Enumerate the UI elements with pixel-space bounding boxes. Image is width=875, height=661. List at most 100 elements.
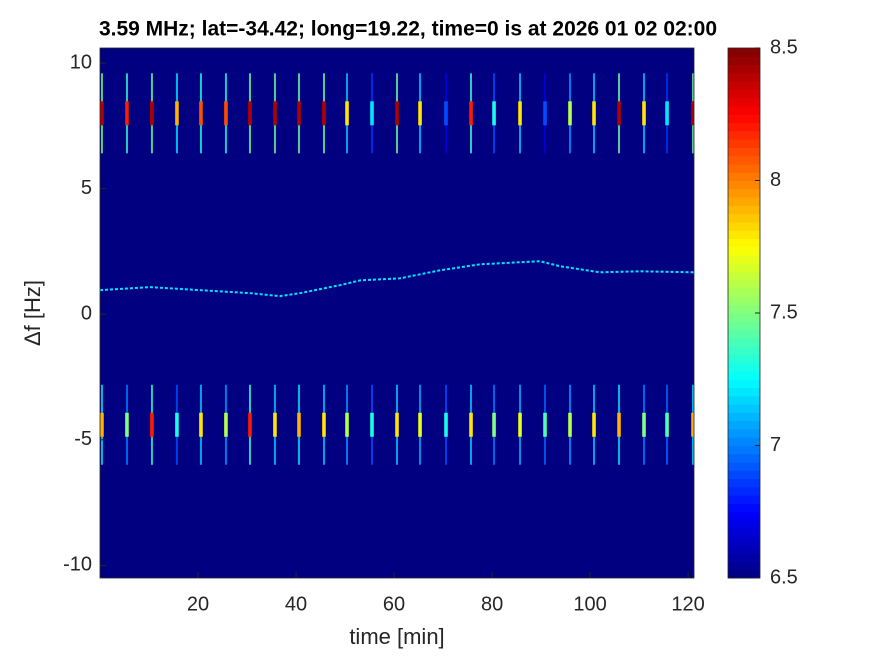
colorbar-cell: [728, 495, 760, 504]
colorbar-cell: [728, 304, 760, 314]
colorbar-cell: [728, 569, 760, 579]
colorbar-cell: [728, 147, 760, 157]
colorbar-cell: [728, 97, 760, 107]
colorbar-cell: [728, 288, 760, 297]
x-tick-label: 80: [481, 593, 503, 615]
colorbar-cell: [728, 478, 760, 488]
pulse: [100, 101, 104, 126]
colorbar-cell: [728, 213, 760, 223]
colorbar-cell: [728, 139, 760, 148]
colorbar-cell: [728, 561, 760, 571]
colorbar-cell: [728, 263, 760, 273]
pulse: [418, 101, 422, 126]
colorbar-tick-label: 7: [770, 434, 781, 456]
pulse: [444, 412, 448, 437]
colorbar-tick-label: 6.5: [770, 566, 798, 588]
pulse: [150, 412, 154, 437]
pulse: [150, 101, 154, 126]
colorbar-cell: [728, 271, 760, 281]
colorbar-cell: [728, 395, 760, 405]
colorbar-cell: [728, 428, 760, 438]
pulse: [199, 412, 203, 437]
plot-frame: [99, 47, 695, 579]
colorbar-cell: [728, 470, 760, 480]
colorbar-cell: [728, 48, 760, 57]
plot-marks: [100, 73, 694, 465]
pulse: [175, 412, 179, 437]
colorbar-cell: [728, 445, 760, 455]
pulse: [492, 101, 496, 126]
colorbar-cell: [728, 486, 760, 496]
colorbar-cell: [728, 155, 760, 165]
colorbar-tick-label: 8: [770, 169, 781, 191]
pulse: [665, 412, 669, 437]
pulse: [224, 101, 228, 126]
x-tick-label: 60: [383, 593, 405, 615]
colorbar-cell: [728, 180, 760, 190]
colorbar-cell: [728, 188, 760, 198]
colorbar-cell: [728, 172, 760, 181]
colorbar-cell: [728, 130, 760, 140]
pulse: [175, 101, 179, 126]
pulse: [395, 412, 399, 437]
colorbar-cell: [728, 354, 760, 364]
chart-title: 3.59 MHz; lat=-34.42; long=19.22, time=0…: [99, 18, 717, 41]
colorbar-cell: [728, 370, 760, 380]
colorbar-cell: [728, 56, 760, 66]
pulse: [592, 412, 596, 437]
colorbar-cell: [728, 553, 760, 562]
colorbar-cell: [728, 536, 760, 546]
pulse: [322, 101, 326, 126]
colorbar-cell: [728, 321, 760, 331]
colorbar-cell: [728, 255, 760, 264]
colorbar-cell: [728, 379, 760, 389]
pulse: [592, 101, 596, 126]
pulse: [617, 101, 621, 126]
pulse: [395, 101, 399, 126]
y-axis-label: Δf [Hz]: [20, 280, 45, 346]
pulse: [518, 101, 522, 126]
colorbar-tick-label: 7.5: [770, 301, 798, 323]
colorbar-cell: [728, 81, 760, 90]
pulse: [617, 412, 621, 437]
x-tick-label: 40: [285, 593, 307, 615]
x-axis-label: time [min]: [349, 624, 444, 649]
colorbar-cell: [728, 122, 760, 132]
colorbar-cell: [728, 163, 760, 173]
x-tick-label: 20: [187, 593, 209, 615]
y-tick-label: 0: [81, 303, 92, 325]
colorbar-cell: [728, 520, 760, 529]
pulse: [100, 412, 104, 437]
pulse: [518, 412, 522, 437]
pulse: [418, 412, 422, 437]
pulse: [492, 412, 496, 437]
colorbar-cell: [728, 105, 760, 115]
pulse: [568, 412, 572, 437]
pulse: [125, 412, 129, 437]
colorbar-cell: [728, 462, 760, 471]
x-tick-label: 100: [573, 593, 606, 615]
colorbar-cell: [728, 89, 760, 99]
pulse: [199, 101, 203, 126]
pulse: [370, 101, 374, 126]
pulse: [665, 101, 669, 126]
pulse: [469, 412, 473, 437]
pulse: [345, 101, 349, 126]
colorbar-cell: [728, 346, 760, 355]
colorbar-cell: [728, 246, 760, 256]
colorbar-cell: [728, 296, 760, 306]
pulse: [543, 101, 547, 126]
colorbar-cell: [728, 503, 760, 513]
pulse: [642, 412, 646, 437]
pulse: [248, 101, 252, 126]
pulse: [273, 412, 277, 437]
y-tick-label: 10: [70, 51, 92, 73]
colorbar-cell: [728, 313, 760, 322]
pulse: [370, 412, 374, 437]
x-tick-label: 120: [671, 593, 704, 615]
pulse: [125, 101, 129, 126]
colorbar-cell: [728, 205, 760, 215]
y-tick-label: 5: [81, 177, 92, 199]
colorbar-cell: [728, 329, 760, 339]
